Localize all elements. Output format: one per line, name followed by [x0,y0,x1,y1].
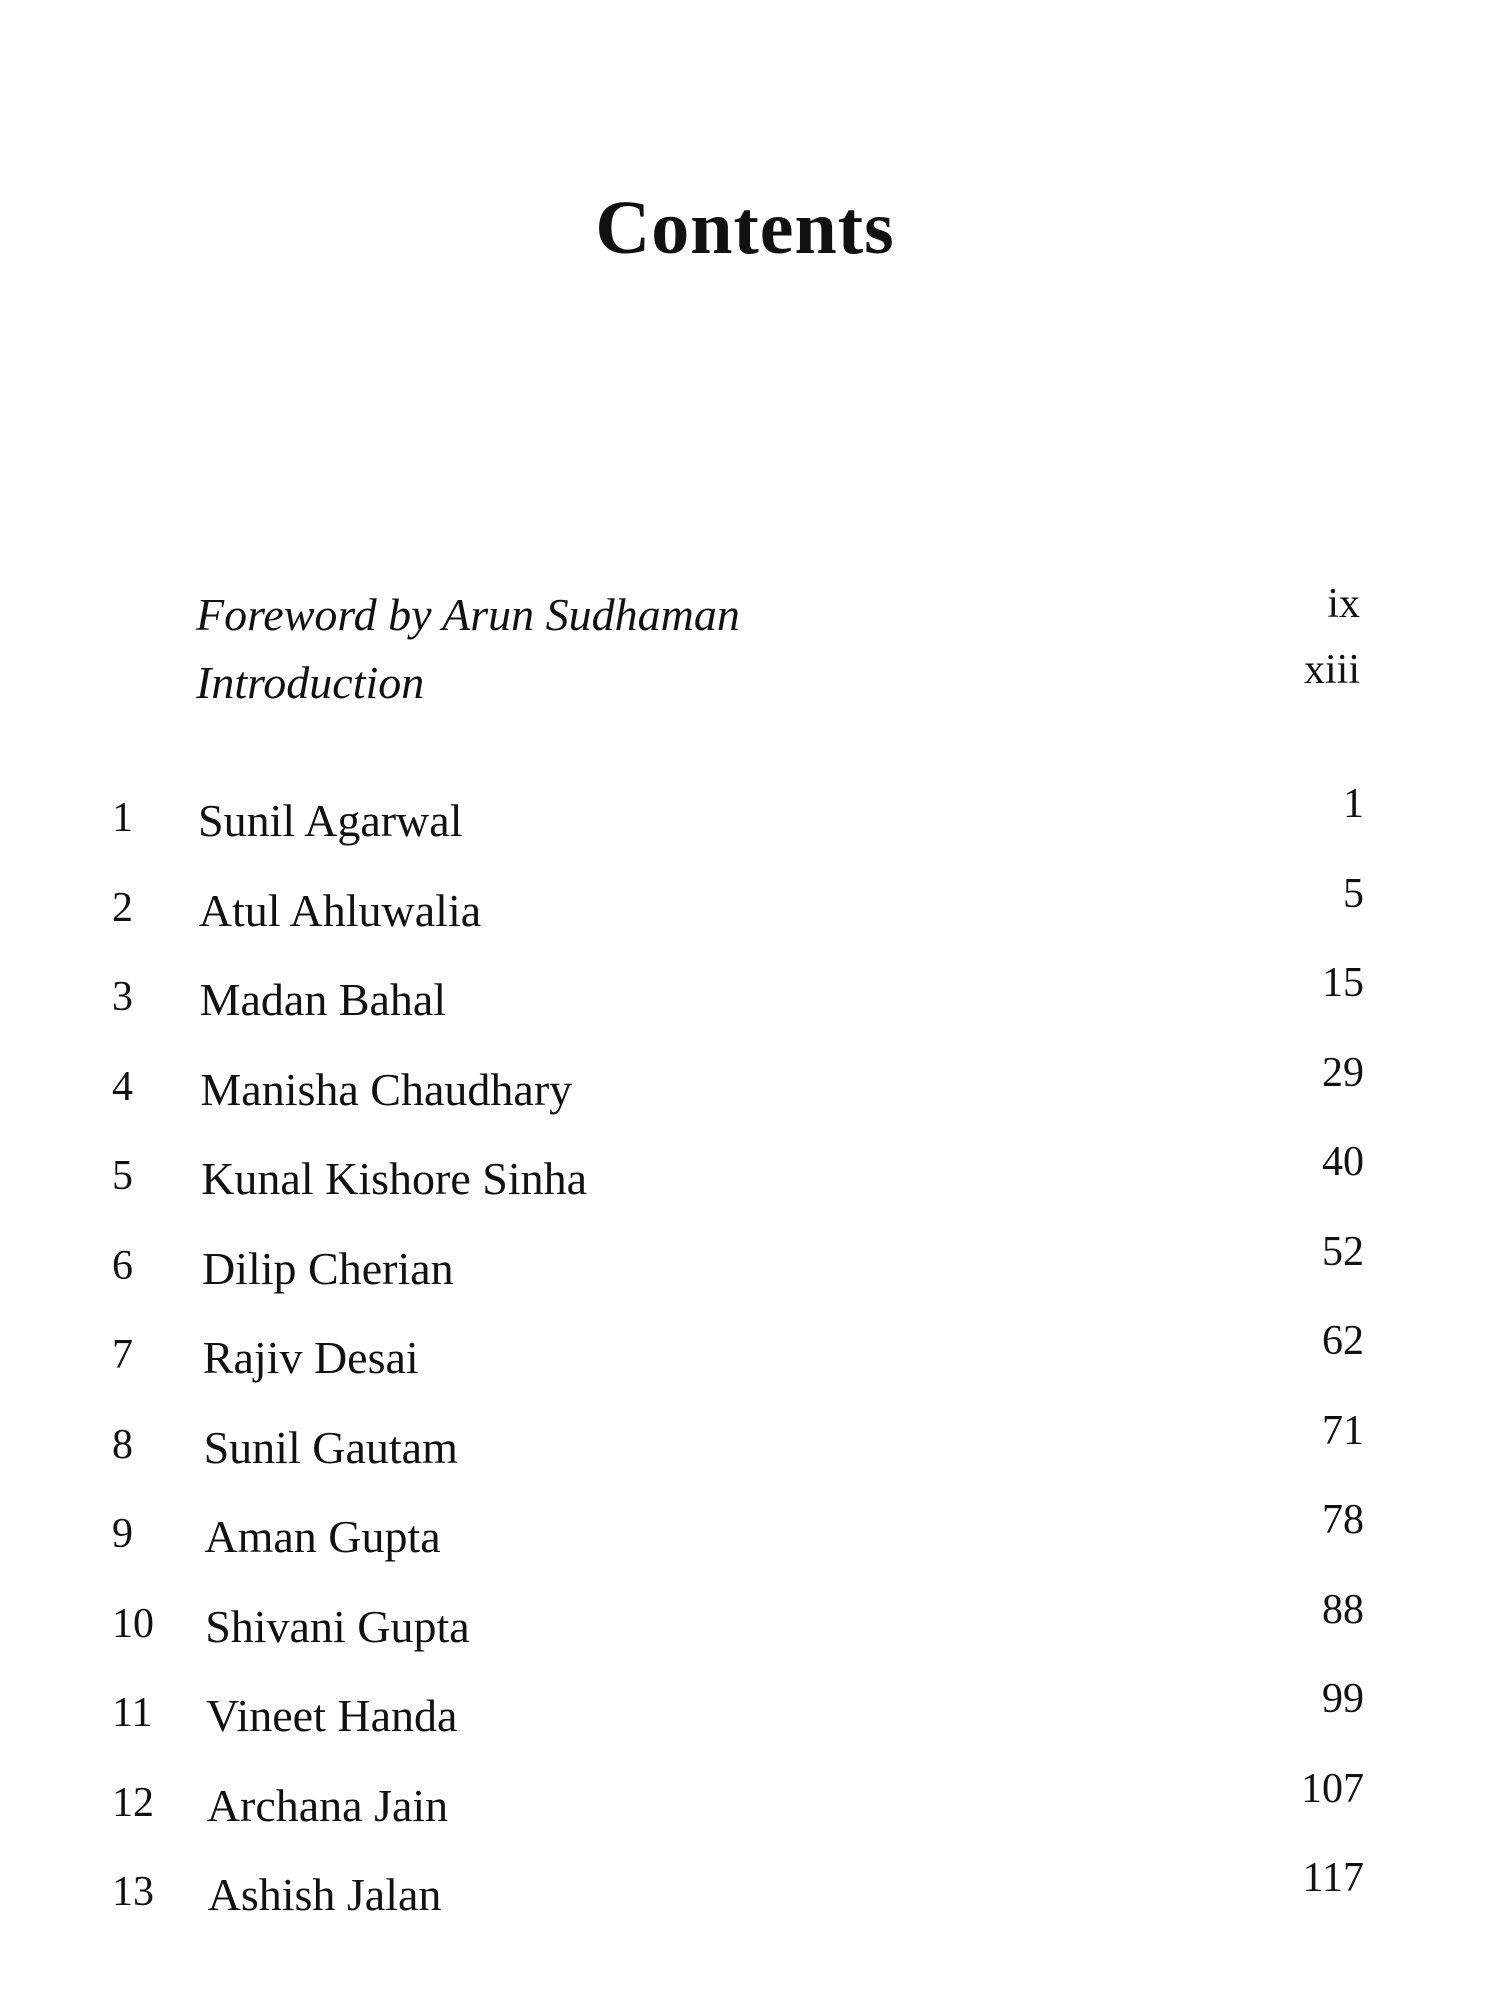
chapter-number: 12 [112,1779,154,1826]
chapter-number: 5 [112,1153,133,1199]
chapter-number: 7 [112,1332,133,1378]
chapter-page: 15 [1322,960,1364,1006]
chapter-name: Atul Ahluwalia [198,884,482,936]
foreword-entry: Foreword by Arun Sudhaman [196,589,740,640]
chapter-name: Rajiv Desai [202,1332,419,1383]
chapter-row: 7 Rajiv Desai 62 [0,1318,1500,1391]
chapter-number: 2 [112,884,133,931]
chapter-page: 52 [1322,1228,1364,1275]
chapter-number: 6 [112,1242,133,1289]
chapter-row: 10 Shivani Gupta 88 [0,1587,1500,1660]
chapter-row: 5 Kunal Kishore Sinha 40 [0,1139,1500,1212]
chapter-name: Sunil Agarwal [198,795,463,846]
chapter-name: Dilip Cherian [202,1242,454,1294]
chapter-number: 10 [112,1600,154,1647]
chapter-page: 5 [1343,870,1364,917]
chapter-row: 1 Sunil Agarwal 1 [0,781,1500,854]
introduction-entry: Introduction [196,657,425,708]
chapter-page: 40 [1322,1139,1364,1185]
chapter-row: 11 Vineet Handa 99 [0,1676,1500,1749]
chapter-name: Shivani Gupta [205,1600,470,1652]
chapter-page: 99 [1322,1676,1364,1722]
chapter-page: 107 [1301,1765,1364,1812]
chapter-row: 9 Aman Gupta 78 [0,1497,1500,1570]
chapter-page: 71 [1322,1407,1364,1454]
introduction-page: xiii [1303,647,1360,693]
chapter-page: 62 [1322,1318,1364,1364]
chapter-name: Ashish Jalan [207,1869,442,1920]
chapter-name: Madan Bahal [199,974,447,1025]
chapter-number: 9 [112,1511,133,1557]
chapter-page: 88 [1322,1586,1364,1633]
foreword-page: ix [1327,581,1360,627]
chapter-name: Vineet Handa [206,1690,458,1741]
chapter-row: 13 Ashish Jalan 117 [0,1855,1500,1928]
chapter-name: Sunil Gautam [203,1421,458,1473]
chapter-page: 1 [1343,781,1364,827]
chapter-name: Archana Jain [206,1779,449,1831]
chapter-number: 3 [112,974,133,1020]
chapter-name: Manisha Chaudhary [200,1063,573,1115]
chapter-row: 4 Manisha Chaudhary 29 [0,1050,1500,1123]
chapter-row: 12 Archana Jain 107 [0,1766,1500,1839]
chapter-number: 11 [112,1690,153,1736]
chapter-row: 6 Dilip Cherian 52 [0,1229,1500,1302]
chapter-number: 1 [112,795,133,841]
chapter-name: Aman Gupta [204,1511,441,1562]
chapter-number: 8 [112,1421,133,1468]
chapter-page: 29 [1322,1049,1364,1096]
chapter-page: 78 [1322,1497,1364,1543]
chapter-number: 4 [112,1063,133,1110]
chapter-number: 13 [112,1869,154,1915]
page-title: Contents [595,186,895,270]
chapter-name: Kunal Kishore Sinha [201,1153,588,1204]
chapter-row: 8 Sunil Gautam 71 [0,1408,1500,1481]
chapter-page: 117 [1302,1855,1364,1901]
chapter-row: 3 Madan Bahal 15 [0,960,1500,1033]
chapter-row: 2 Atul Ahluwalia 5 [0,871,1500,944]
